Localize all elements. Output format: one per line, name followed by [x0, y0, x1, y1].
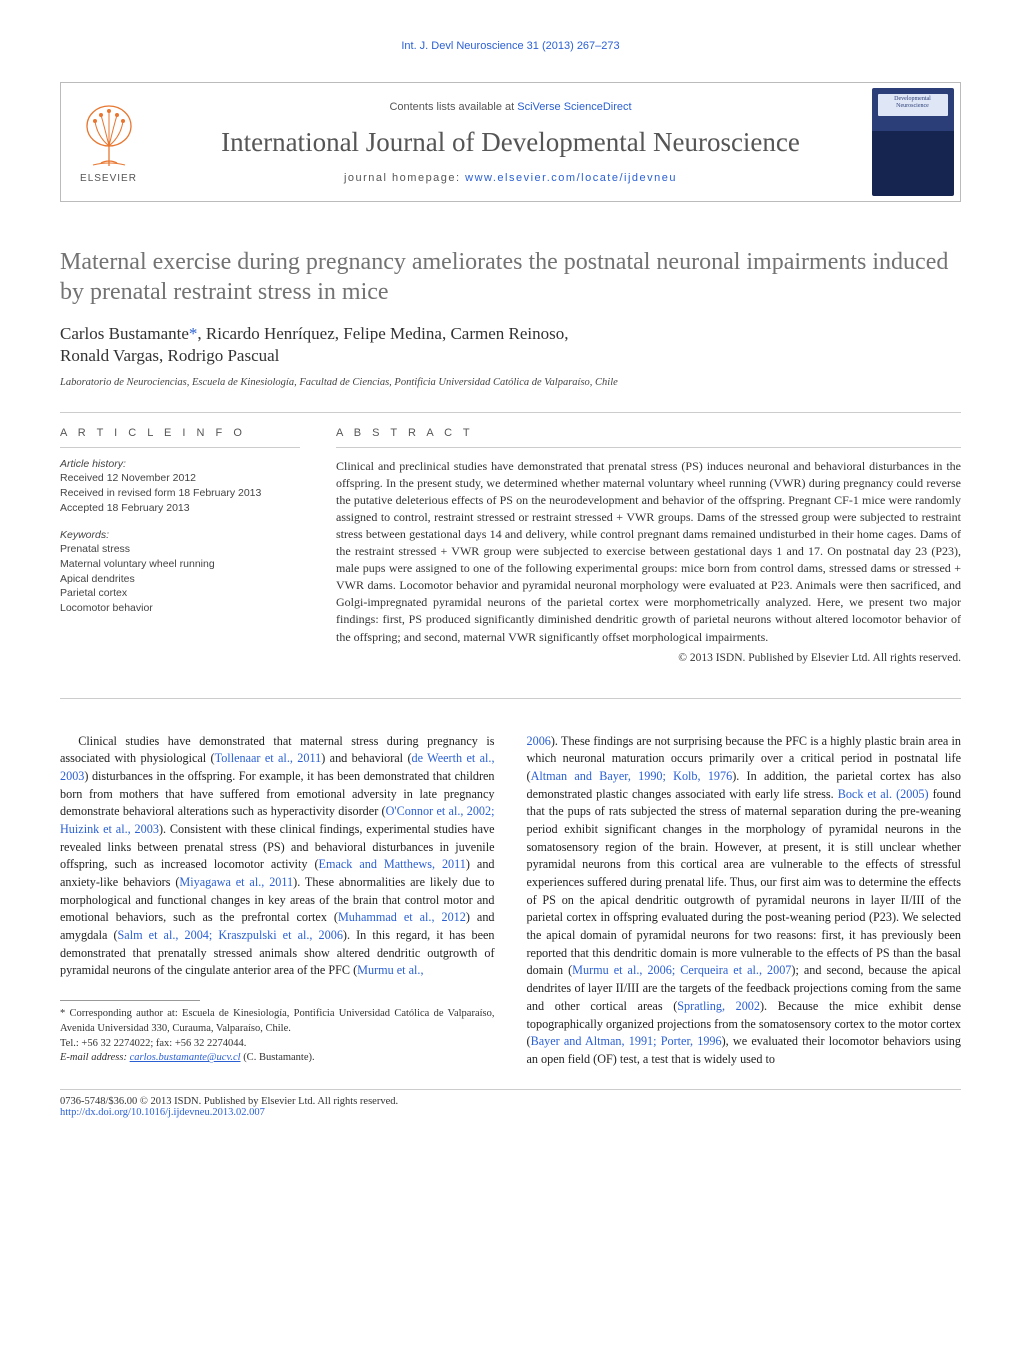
- masthead-center: Contents lists available at SciVerse Sci…: [156, 91, 865, 194]
- abstract-text: Clinical and preclinical studies have de…: [336, 458, 961, 645]
- journal-homepage-line: journal homepage: www.elsevier.com/locat…: [156, 172, 865, 184]
- keyword-item: Prenatal stress: [60, 542, 300, 557]
- keywords-heading: Keywords:: [60, 529, 300, 541]
- email-attribution: (C. Bustamante).: [243, 1052, 314, 1063]
- body-text-columns: Clinical studies have demonstrated that …: [60, 733, 961, 1069]
- keywords-list: Prenatal stress Maternal voluntary wheel…: [60, 542, 300, 615]
- page-footer: 0736-5748/$36.00 © 2013 ISDN. Published …: [60, 1089, 961, 1118]
- authors-rest-1: , Ricardo Henríquez, Felipe Medina, Carm…: [197, 324, 568, 343]
- affiliation: Laboratorio de Neurociencias, Escuela de…: [60, 377, 961, 388]
- page: Int. J. Devl Neuroscience 31 (2013) 267–…: [0, 0, 1021, 1168]
- journal-masthead: ELSEVIER Contents lists available at Sci…: [60, 82, 961, 202]
- homepage-prefix: journal homepage:: [344, 172, 465, 184]
- publisher-name: ELSEVIER: [80, 173, 137, 184]
- article-info-label: A R T I C L E I N F O: [60, 427, 300, 448]
- cover-title-text: Developmental Neuroscience: [880, 96, 946, 109]
- body-paragraph-1: Clinical studies have demonstrated that …: [60, 733, 495, 981]
- article-history-lines: Received 12 November 2012 Received in re…: [60, 471, 300, 515]
- history-revised: Received in revised form 18 February 201…: [60, 486, 300, 501]
- corresponding-email-link[interactable]: carlos.bustamante@ucv.cl: [130, 1052, 241, 1063]
- history-received: Received 12 November 2012: [60, 471, 300, 486]
- history-accepted: Accepted 18 February 2013: [60, 501, 300, 516]
- elsevier-tree-icon: [79, 101, 139, 171]
- footer-left: 0736-5748/$36.00 © 2013 ISDN. Published …: [60, 1096, 398, 1118]
- keyword-item: Parietal cortex: [60, 586, 300, 601]
- authors-line-2: Ronald Vargas, Rodrigo Pascual: [60, 345, 961, 367]
- corresponding-author-footnote: * Corresponding author at: Escuela de Ki…: [60, 1007, 495, 1036]
- contents-available-line: Contents lists available at SciVerse Sci…: [156, 101, 865, 113]
- email-line: E-mail address: carlos.bustamante@ucv.cl…: [60, 1051, 495, 1066]
- abstract-label: A B S T R A C T: [336, 427, 961, 448]
- body-paragraph-2: 2006). These findings are not surprising…: [527, 733, 962, 1069]
- author-carlos: Carlos Bustamante: [60, 324, 189, 343]
- keyword-item: Apical dendrites: [60, 572, 300, 587]
- keyword-item: Locomotor behavior: [60, 601, 300, 616]
- keyword-item: Maternal voluntary wheel running: [60, 557, 300, 572]
- publisher-logo-block: ELSEVIER: [61, 95, 156, 190]
- authors-line-1: Carlos Bustamante*, Ricardo Henríquez, F…: [60, 323, 961, 345]
- footnote-separator: [60, 1000, 200, 1001]
- article-info-column: A R T I C L E I N F O Article history: R…: [60, 427, 300, 663]
- journal-homepage-link[interactable]: www.elsevier.com/locate/ijdevneu: [465, 172, 677, 184]
- journal-cover-thumbnail: Developmental Neuroscience: [872, 88, 954, 196]
- article-title: Maternal exercise during pregnancy ameli…: [60, 247, 961, 307]
- footnotes: * Corresponding author at: Escuela de Ki…: [60, 1007, 495, 1066]
- journal-cover-block: Developmental Neuroscience: [865, 83, 960, 201]
- article-meta-row: A R T I C L E I N F O Article history: R…: [60, 427, 961, 663]
- running-head: Int. J. Devl Neuroscience 31 (2013) 267–…: [60, 40, 961, 52]
- article-history-heading: Article history:: [60, 458, 300, 470]
- authors-block: Carlos Bustamante*, Ricardo Henríquez, F…: [60, 323, 961, 367]
- email-label: E-mail address:: [60, 1052, 127, 1063]
- rule-above-meta: [60, 412, 961, 413]
- sciencedirect-link[interactable]: SciVerse ScienceDirect: [517, 101, 631, 113]
- contents-prefix: Contents lists available at: [389, 101, 517, 113]
- copyright-line: © 2013 ISDN. Published by Elsevier Ltd. …: [336, 652, 961, 664]
- doi-link[interactable]: http://dx.doi.org/10.1016/j.ijdevneu.201…: [60, 1107, 398, 1118]
- journal-name: International Journal of Developmental N…: [156, 127, 865, 158]
- tel-fax: Tel.: +56 32 2274022; fax: +56 32 227404…: [60, 1037, 495, 1052]
- rule-below-meta: [60, 698, 961, 699]
- issn-copyright: 0736-5748/$36.00 © 2013 ISDN. Published …: [60, 1096, 398, 1107]
- abstract-column: A B S T R A C T Clinical and preclinical…: [336, 427, 961, 663]
